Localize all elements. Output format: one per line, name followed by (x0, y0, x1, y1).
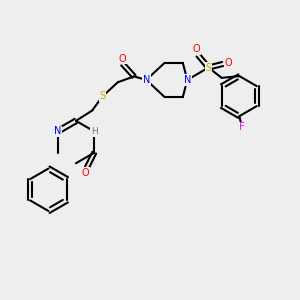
Text: N: N (54, 126, 61, 136)
Text: O: O (82, 168, 89, 178)
Text: O: O (118, 54, 126, 64)
Text: S: S (206, 63, 212, 73)
Text: N: N (142, 75, 150, 85)
Text: O: O (193, 44, 200, 54)
Text: F: F (238, 122, 244, 132)
Text: N: N (184, 75, 191, 85)
Text: H: H (91, 127, 98, 136)
Text: S: S (99, 92, 106, 101)
Text: O: O (225, 58, 232, 68)
